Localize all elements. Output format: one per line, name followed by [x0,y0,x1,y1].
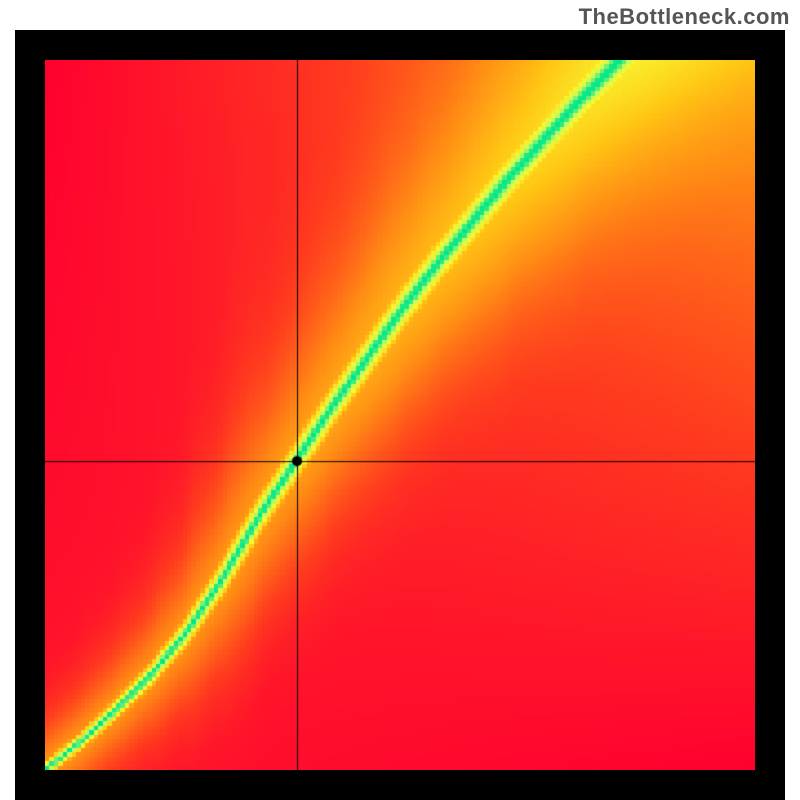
chart-frame [15,30,785,800]
crosshair-overlay [45,60,755,770]
root-container: TheBottleneck.com [0,0,800,800]
attribution-text: TheBottleneck.com [579,4,790,30]
